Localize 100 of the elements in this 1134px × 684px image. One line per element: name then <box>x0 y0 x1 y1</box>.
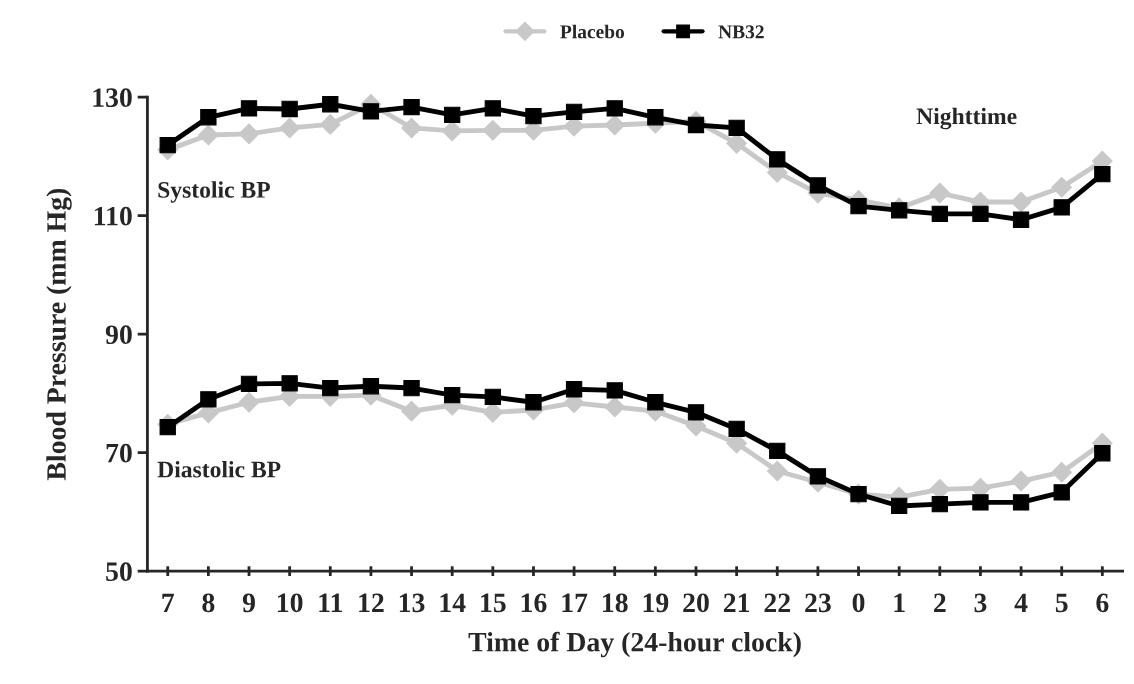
point <box>1010 470 1032 492</box>
point <box>240 375 258 393</box>
point <box>279 117 300 139</box>
x-tick-label: 13 <box>399 593 425 613</box>
y-tick-label: 110 <box>94 206 132 226</box>
x-tick-label: 22 <box>764 593 790 612</box>
point <box>850 197 867 215</box>
point <box>159 136 176 154</box>
point <box>1094 166 1111 183</box>
x-tick-label: 15 <box>481 593 506 613</box>
point <box>322 96 339 113</box>
x-tick-label: 16 <box>521 593 547 613</box>
x-tick-label: 12 <box>359 593 384 612</box>
point <box>362 103 380 120</box>
y-axis-title: Blood Pressure (mm Hg) <box>46 188 72 481</box>
point <box>687 116 705 134</box>
point <box>198 124 219 146</box>
y-tick-label: 90 <box>105 325 132 345</box>
point <box>281 100 298 118</box>
point <box>362 378 380 395</box>
x-tick-label: 18 <box>603 593 628 613</box>
point <box>604 114 626 136</box>
point <box>482 119 504 141</box>
point <box>565 381 583 398</box>
point <box>1012 494 1030 511</box>
point <box>319 114 341 135</box>
point <box>444 106 461 124</box>
x-tick-label: 1 <box>894 593 905 612</box>
x-tick-label: 5 <box>1055 593 1068 613</box>
point <box>726 133 747 154</box>
x-tick-label: 2 <box>934 593 946 612</box>
point <box>929 182 951 204</box>
x-axis-title: Time of Day (24-hour clock) <box>468 631 801 658</box>
x-tick-label: 21 <box>723 593 750 612</box>
point <box>809 177 827 194</box>
x-tick-label: 0 <box>852 593 865 613</box>
point <box>647 394 664 411</box>
point <box>766 460 788 482</box>
point <box>1053 199 1070 216</box>
point <box>931 205 948 223</box>
point <box>200 391 217 408</box>
point <box>1051 176 1073 198</box>
point <box>403 379 420 397</box>
legend-label: Placebo <box>560 24 625 39</box>
point <box>769 442 786 460</box>
y-tick-label: 70 <box>106 443 132 463</box>
point <box>728 420 745 438</box>
point <box>565 103 583 121</box>
annotation: Nighttime <box>916 107 1017 130</box>
point <box>444 387 461 404</box>
point <box>606 382 623 399</box>
x-tick-label: 19 <box>643 593 669 613</box>
point <box>281 375 298 392</box>
point <box>931 496 948 513</box>
x-tick-label: 17 <box>562 593 588 612</box>
point <box>484 388 501 406</box>
point <box>647 109 664 126</box>
x-tick-label: 6 <box>1096 593 1109 613</box>
annotation: Diastolic BP <box>157 460 281 478</box>
point <box>972 494 989 511</box>
x-tick-label: 11 <box>319 593 342 612</box>
point <box>484 100 501 117</box>
point <box>728 119 745 137</box>
x-tick-label: 10 <box>277 593 303 613</box>
point <box>401 400 422 422</box>
point <box>200 109 217 126</box>
point <box>809 468 827 485</box>
point <box>403 99 420 116</box>
point <box>1051 461 1073 483</box>
point <box>322 379 339 397</box>
point <box>604 396 626 418</box>
point <box>891 497 908 515</box>
x-tick-label: 7 <box>162 593 174 612</box>
x-tick-label: 3 <box>974 593 987 613</box>
x-tick-label: 14 <box>440 593 466 612</box>
point <box>525 394 542 411</box>
point <box>238 123 260 145</box>
point <box>687 404 705 421</box>
point <box>1012 211 1030 228</box>
point <box>525 107 542 125</box>
point <box>1094 445 1111 462</box>
point <box>482 402 504 423</box>
point <box>1053 484 1070 501</box>
point <box>972 205 989 223</box>
point <box>401 117 422 139</box>
annotation: Systolic BP <box>158 181 270 203</box>
x-tick-label: 4 <box>1014 593 1028 612</box>
point <box>159 419 176 436</box>
x-tick-label: 20 <box>683 593 709 613</box>
point <box>606 100 623 117</box>
legend-label: NB32 <box>718 25 764 39</box>
y-tick-label: 130 <box>93 88 132 108</box>
point <box>769 151 786 168</box>
point <box>240 100 258 117</box>
x-tick-label: 8 <box>202 593 215 613</box>
point <box>441 120 463 142</box>
x-tick-label: 9 <box>242 593 255 613</box>
x-tick-label: 23 <box>805 593 831 613</box>
y-tick-label: 50 <box>106 562 132 582</box>
point <box>238 391 260 413</box>
